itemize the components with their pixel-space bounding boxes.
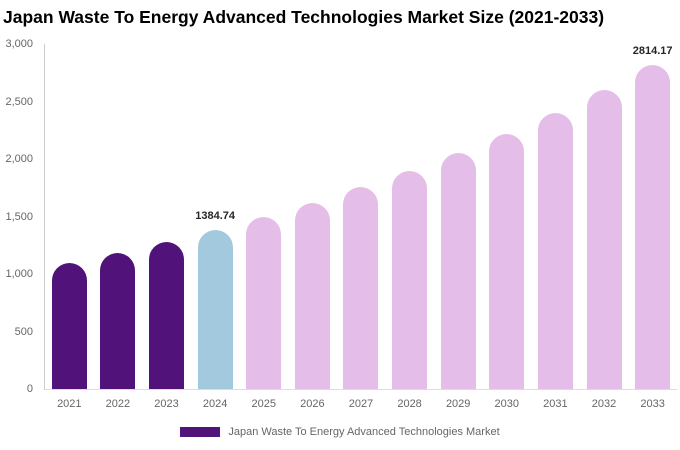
bar-2029[interactable] bbox=[440, 153, 476, 389]
bar-slot-2030: 2030 bbox=[482, 44, 531, 410]
x-axis-label-2024: 2024 bbox=[202, 398, 228, 410]
x-axis-label-2026: 2026 bbox=[300, 398, 325, 410]
plot-area: 2021 2022 2023 1384.74 2024 2025 2026 2027 2028 2… bbox=[44, 44, 677, 410]
bar-slot-2021: 2021 bbox=[45, 44, 94, 410]
x-axis-label-2029: 2029 bbox=[445, 398, 471, 410]
x-axis-label-2030: 2030 bbox=[494, 398, 520, 410]
x-axis-label-2023: 2023 bbox=[154, 398, 179, 410]
bar-2028[interactable] bbox=[392, 170, 428, 389]
y-axis-tick-0: 0 bbox=[26, 383, 33, 395]
legend-label: Japan Waste To Energy Advanced Technolog… bbox=[228, 426, 500, 438]
bar-2030[interactable] bbox=[489, 133, 525, 389]
x-axis-label-2033: 2033 bbox=[640, 398, 665, 410]
bar-slot-2023: 2023 bbox=[142, 44, 191, 410]
bar-2024[interactable] bbox=[197, 229, 233, 389]
bar-slot-2027: 2027 bbox=[337, 44, 386, 410]
bar-slot-2026: 2026 bbox=[288, 44, 337, 410]
bar-2032[interactable] bbox=[586, 90, 622, 389]
bar-2021[interactable] bbox=[51, 263, 87, 389]
bar-2022[interactable] bbox=[100, 252, 136, 389]
bars-container: 2021 2022 2023 1384.74 2024 2025 2026 2027 2028 2… bbox=[45, 44, 677, 410]
bar-2031[interactable] bbox=[537, 112, 573, 389]
x-axis-label-2031: 2031 bbox=[543, 398, 568, 410]
y-axis-tick-500: 500 bbox=[14, 325, 33, 338]
y-axis-tick-3000: 3,000 bbox=[5, 38, 33, 50]
x-axis-label-2027: 2027 bbox=[348, 398, 374, 410]
bar-slot-2028: 2028 bbox=[385, 44, 434, 410]
legend-swatch bbox=[180, 427, 221, 437]
bar-slot-2025: 2025 bbox=[239, 44, 288, 410]
y-axis-tick-1000: 1,000 bbox=[5, 268, 33, 280]
bar-2027[interactable] bbox=[343, 187, 379, 389]
bar-slot-2031: 2031 bbox=[531, 44, 580, 410]
bar-slot-2022: 2022 bbox=[94, 44, 143, 410]
bar-slot-2024: 1384.74 2024 bbox=[191, 44, 240, 410]
y-axis-tick-2000: 2,000 bbox=[5, 153, 33, 165]
bar-2026[interactable] bbox=[294, 202, 330, 389]
bar-2023[interactable] bbox=[149, 241, 185, 389]
x-axis-label-2022: 2022 bbox=[105, 398, 131, 410]
legend[interactable]: Japan Waste To Energy Advanced Technolog… bbox=[0, 426, 680, 438]
bar-value-label-2024: 1384.74 bbox=[195, 209, 236, 222]
y-axis-tick-1500: 1,500 bbox=[5, 210, 33, 223]
bar-slot-2032: 2032 bbox=[580, 44, 629, 410]
y-axis-tick-2500: 2,500 bbox=[5, 95, 33, 108]
bar-slot-2033: 2814.17 2033 bbox=[628, 44, 677, 410]
bar-2025[interactable] bbox=[246, 216, 282, 389]
bar-value-label-2033: 2814.17 bbox=[632, 45, 673, 58]
x-axis-label-2025: 2025 bbox=[251, 398, 276, 410]
x-axis-label-2021: 2021 bbox=[57, 398, 82, 410]
y-axis: 0 500 1,000 1,500 2,000 2,500 3,000 bbox=[0, 38, 36, 395]
chart-title: Japan Waste To Energy Advanced Technolog… bbox=[3, 7, 605, 27]
x-axis-label-2028: 2028 bbox=[397, 398, 422, 410]
bar-slot-2029: 2029 bbox=[434, 44, 483, 410]
x-axis-label-2032: 2032 bbox=[591, 398, 617, 410]
bar-2033[interactable] bbox=[635, 65, 671, 389]
